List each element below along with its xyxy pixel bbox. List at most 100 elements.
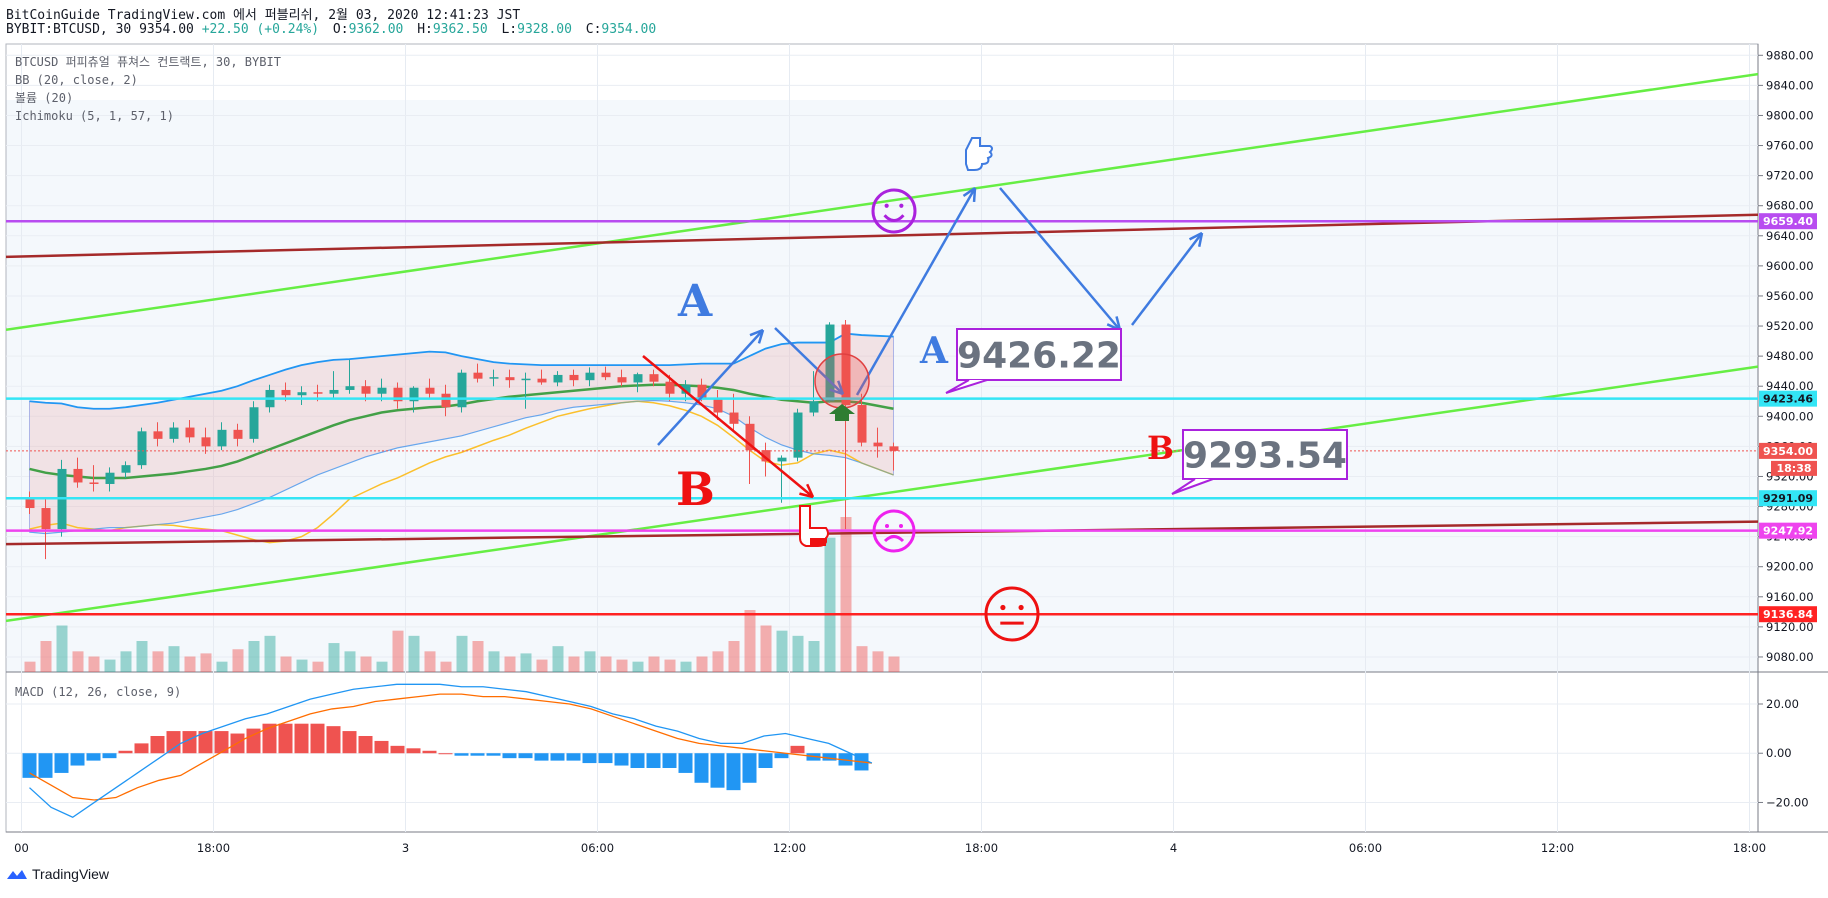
callout-a: 9426.22	[945, 328, 1122, 394]
volume-bar	[264, 635, 276, 672]
volume-bar	[712, 651, 724, 672]
macd-histogram-bar	[822, 753, 837, 761]
volume-bar	[648, 656, 660, 672]
macd-histogram-bar	[438, 753, 453, 755]
tradingview-logo-icon	[7, 870, 27, 879]
time-tick-label: 4	[1170, 841, 1177, 855]
price-tag-box	[1759, 442, 1817, 459]
volume-bar	[584, 651, 596, 672]
callout-a-value: 9426.22	[957, 336, 1121, 377]
price-tick-label: 9080.00	[1766, 650, 1814, 664]
volume-bar	[536, 659, 548, 672]
arrow-a-down1-head	[829, 388, 844, 396]
price-tick-label: 9400.00	[1766, 409, 1814, 423]
price-tag-label: 9423.46	[1763, 393, 1813, 406]
time-tick-label: 12:00	[1541, 841, 1574, 855]
candle-body	[89, 482, 99, 484]
macd-signal-line	[29, 693, 872, 801]
candle-body	[633, 374, 643, 383]
candle-body	[793, 412, 803, 458]
volume-bar	[424, 651, 436, 672]
legend-macd: MACD (12, 26, close, 9)	[15, 685, 181, 699]
scenario-arrows	[642, 186, 1204, 499]
candle-body	[25, 499, 35, 509]
price-tag-label: 9354.00	[1763, 445, 1813, 458]
legend-title: BTCUSD 퍼피츄얼 퓨쳐스 컨트랙트, 30, BYBIT	[15, 55, 281, 69]
volume-bar	[296, 659, 308, 672]
arrow-a-down1	[774, 327, 844, 395]
tradingview-footer[interactable]: TradingView	[6, 866, 109, 882]
volume-bar	[728, 641, 740, 672]
high-value: 9362.50	[432, 22, 488, 37]
macd-histogram-bar	[102, 753, 117, 759]
price-tags: 9659.40 9423.46 9354.00 9291.09 9247.92 9136.…	[1759, 213, 1817, 623]
volume-bar	[40, 641, 52, 672]
candle-body	[201, 437, 211, 447]
macd-histogram-bar	[278, 723, 293, 754]
candle-body	[665, 381, 675, 394]
last-price: 9354.00	[139, 22, 194, 37]
price-tick-label: 9440.00	[1766, 379, 1814, 393]
candle-body	[569, 374, 579, 381]
symbol-name[interactable]: BYBIT:BTCUSD, 30	[6, 22, 132, 37]
price-tag-box	[1759, 490, 1817, 507]
candle-body	[169, 427, 179, 439]
candle-body	[121, 465, 131, 473]
candle-body	[393, 387, 403, 402]
price-tick-label: 9760.00	[1766, 139, 1814, 153]
volume-bar	[120, 651, 132, 672]
macd-histogram-bar	[646, 753, 661, 768]
smiley-happy-icon-mouth	[883, 214, 905, 222]
volume-bar	[856, 646, 868, 672]
price-tag-box	[1759, 213, 1817, 230]
candle-body	[425, 387, 435, 394]
candle-body	[409, 387, 419, 402]
volume-bar	[24, 661, 36, 672]
candle-body	[713, 397, 723, 413]
candle-body	[377, 387, 387, 394]
callout-a-box	[956, 328, 1122, 381]
macd-histogram-bar	[54, 753, 69, 773]
volume-bar	[344, 651, 356, 672]
volume-bar	[760, 625, 772, 672]
candle-body	[857, 405, 867, 443]
macd-histogram-bar	[470, 753, 485, 756]
macd-histogram-bar	[390, 745, 405, 754]
lower-trend-line	[6, 365, 1758, 623]
macd-histogram-bar	[582, 753, 597, 764]
volume-bar	[744, 610, 756, 672]
smiley-sad-icon-mouth	[883, 535, 905, 543]
volume-bar	[616, 659, 628, 672]
volume-bar	[168, 646, 180, 672]
arrow-a-up1-head	[757, 329, 765, 344]
volume-bar	[632, 661, 644, 672]
arrow-a-up1	[657, 329, 764, 446]
arrow-a-down2-head	[1115, 316, 1122, 331]
macd-histogram-bar	[150, 736, 165, 754]
volume-bar	[280, 656, 292, 672]
smiley-sad-icon-outline	[872, 509, 916, 553]
candle-body	[825, 324, 835, 402]
smiley-happy-icon-outline	[871, 188, 917, 234]
pointing-hand-up-icon	[965, 137, 993, 171]
macd-histogram-bar	[630, 753, 645, 768]
smiley-sad-icon-eye	[899, 524, 903, 528]
price-tick-label: 9840.00	[1766, 78, 1814, 92]
callout-b-box	[1182, 429, 1348, 480]
candle-body	[249, 407, 259, 439]
macd-tick-label: −20.00	[1766, 795, 1809, 809]
up-arrow-icon	[829, 404, 855, 421]
macd-histogram-bar	[134, 743, 149, 754]
volume-bar	[680, 661, 692, 672]
legend-ichimoku: Ichimoku (5, 1, 57, 1)	[15, 109, 174, 123]
time-tick-label: 00	[14, 841, 29, 855]
volume-bar	[808, 641, 820, 672]
macd-histogram-bar	[742, 753, 757, 783]
drawing-lines	[6, 72, 1758, 623]
publish-header: BitCoinGuide TradingView.com 에서 퍼블리쉬, 2월…	[6, 8, 521, 23]
arrow-a-up1-head	[749, 328, 764, 337]
volume-bar	[72, 651, 84, 672]
candle-body	[441, 393, 451, 408]
candle-body	[809, 401, 819, 413]
